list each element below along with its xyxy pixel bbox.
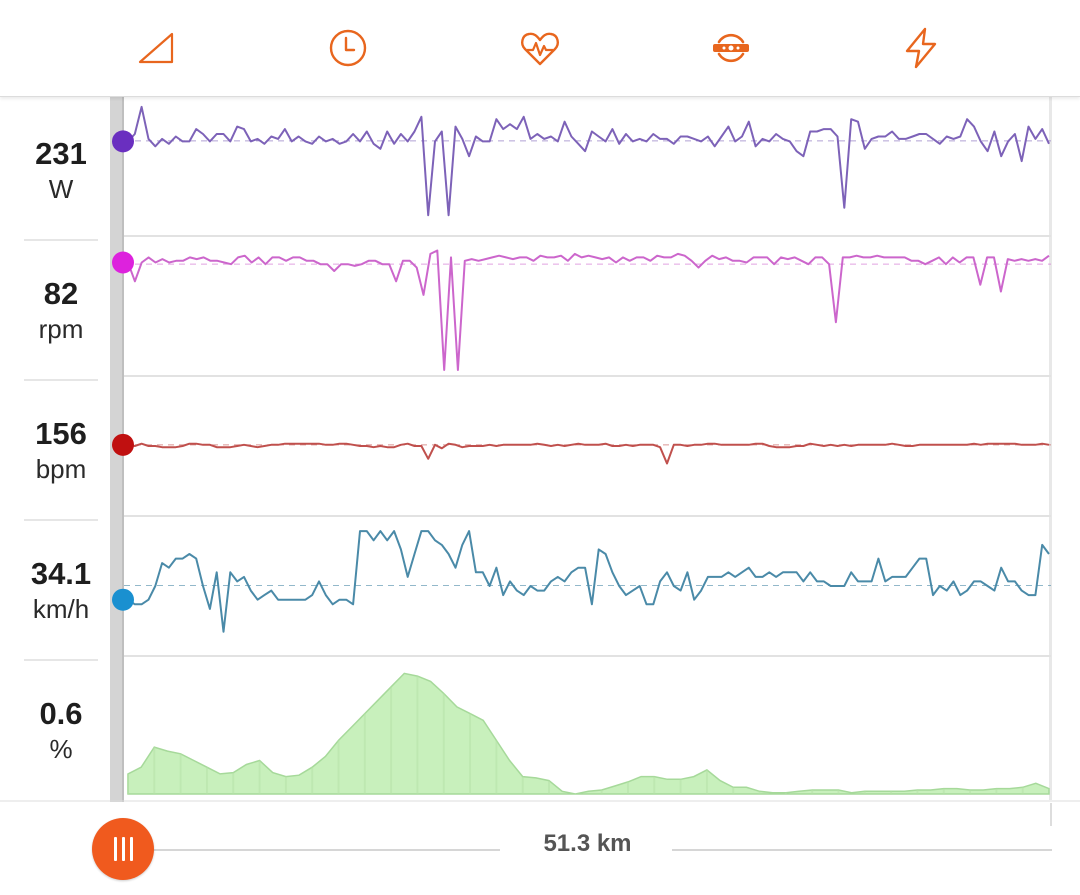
grade-readout: 0.6 %: [0, 656, 122, 796]
cursor-dot: [112, 588, 134, 611]
power-unit: W: [48, 174, 74, 204]
tab-power[interactable]: [893, 20, 949, 76]
metric-labels: 231 W 82 rpm 156 bpm 34.1 km/h 0.6 %: [0, 96, 122, 800]
timeline-scrubber-handle[interactable]: [92, 818, 154, 880]
power-value: 231: [35, 136, 87, 171]
series-line: [127, 105, 1050, 217]
series-line: [127, 442, 1050, 465]
grade-value: 0.6: [39, 696, 83, 731]
speed-value: 34.1: [30, 556, 92, 591]
speed-unit: km/h: [32, 594, 90, 624]
cursor-dot: [112, 130, 134, 153]
metric-toolbar: [0, 0, 1080, 97]
series-line: [127, 249, 1050, 371]
tab-time[interactable]: [320, 20, 376, 76]
tab-heart[interactable]: [512, 20, 568, 76]
cadence-value: 82: [43, 276, 79, 311]
series-line: [127, 530, 1050, 633]
divider: [24, 379, 98, 381]
chart-panel: [124, 96, 1051, 800]
power-readout: 231 W: [0, 96, 122, 236]
heart-pulse-icon: [521, 32, 559, 66]
timeline-track-right: [672, 849, 1052, 851]
triangle-grade-icon: [138, 32, 174, 64]
heart-rate-value: 156: [35, 416, 87, 451]
lightning-bolt-icon: [905, 27, 937, 69]
cadence-sensor-icon: [713, 33, 749, 63]
grip-icon: [113, 837, 133, 861]
grade-area: [127, 672, 1050, 795]
chart-right-edge: [1049, 96, 1052, 800]
tab-elevation[interactable]: [128, 20, 184, 76]
cadence-unit: rpm: [38, 314, 84, 344]
heart-rate-readout: 156 bpm: [0, 376, 122, 516]
timeline-track-left: [150, 849, 500, 851]
grade-unit: %: [49, 734, 73, 764]
divider: [24, 659, 98, 661]
heart-rate-unit: bpm: [35, 454, 87, 484]
cursor-dot: [112, 433, 134, 456]
divider: [24, 239, 98, 241]
clock-icon: [329, 29, 367, 67]
tab-cadence[interactable]: [703, 20, 759, 76]
divider: [24, 519, 98, 521]
cursor-dot: [112, 251, 134, 274]
cadence-readout: 82 rpm: [0, 236, 122, 376]
speed-readout: 34.1 km/h: [0, 516, 122, 656]
distance-label: 51.3 km: [543, 830, 632, 857]
